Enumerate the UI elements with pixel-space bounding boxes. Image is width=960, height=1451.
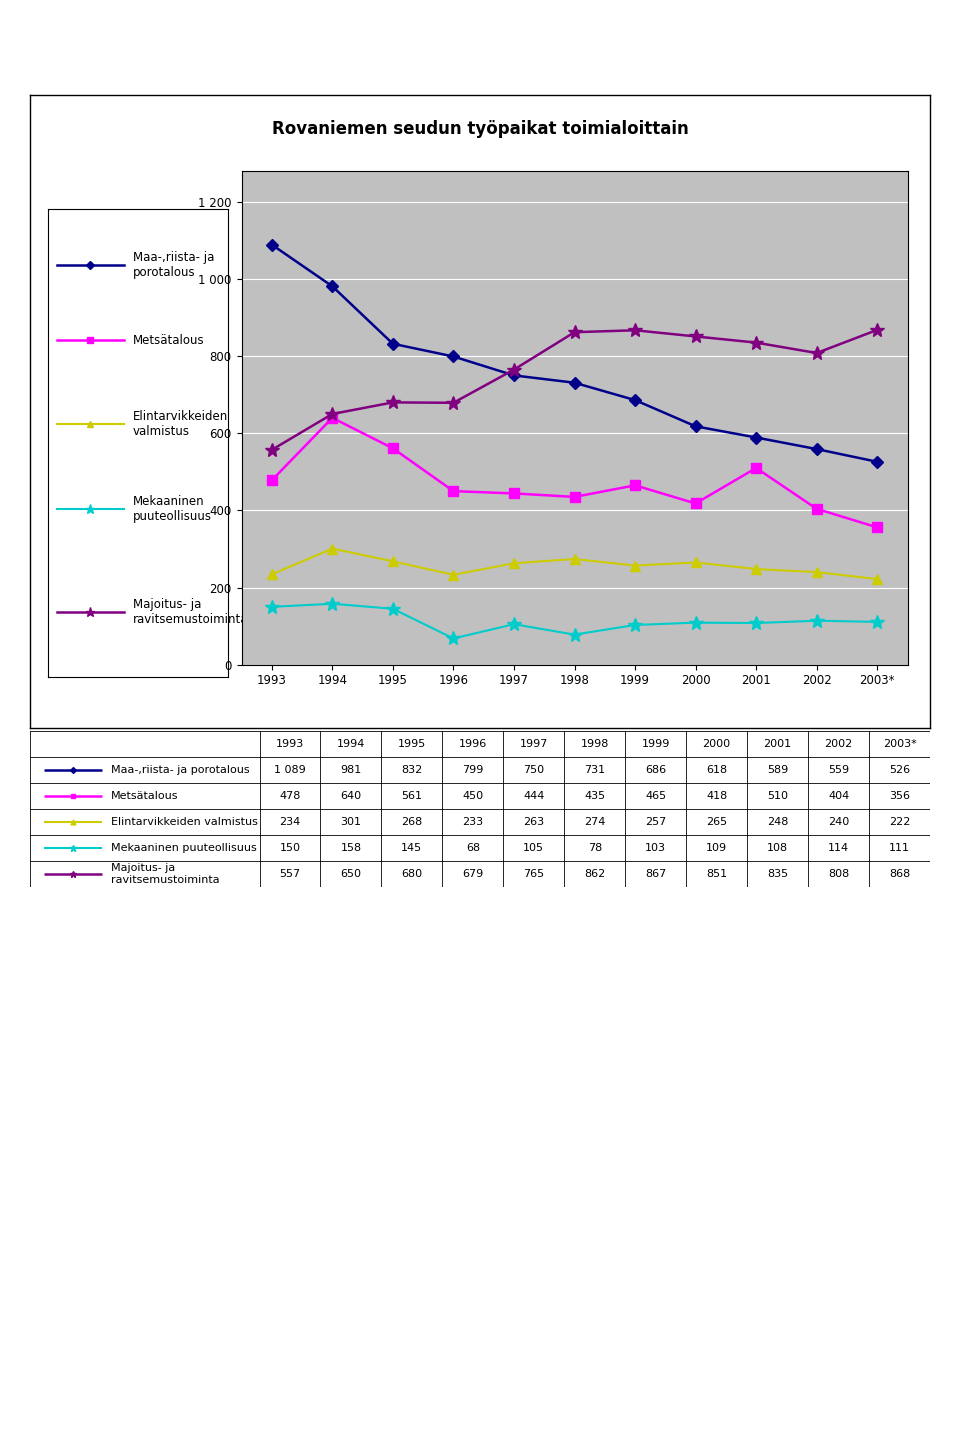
Text: 444: 444 (523, 791, 544, 801)
Text: 981: 981 (340, 765, 362, 775)
Text: 265: 265 (707, 817, 728, 827)
Text: 868: 868 (889, 869, 910, 879)
Text: 150: 150 (279, 843, 300, 853)
Text: 1 089: 1 089 (275, 765, 306, 775)
Text: 257: 257 (645, 817, 666, 827)
Text: Majoitus- ja
ravitsemustoiminta: Majoitus- ja ravitsemustoiminta (132, 598, 248, 625)
Text: 1998: 1998 (581, 739, 609, 749)
Text: Metsätalous: Metsätalous (111, 791, 179, 801)
Text: Elintarvikkeiden
valmistus: Elintarvikkeiden valmistus (132, 411, 228, 438)
Text: Rovaniemen seudun työpaikat toimialoittain: Rovaniemen seudun työpaikat toimialoitta… (272, 120, 688, 138)
Text: 248: 248 (767, 817, 788, 827)
Text: 418: 418 (706, 791, 728, 801)
Text: 1993: 1993 (276, 739, 304, 749)
Text: 835: 835 (767, 869, 788, 879)
Text: 808: 808 (828, 869, 850, 879)
Text: 526: 526 (889, 765, 910, 775)
Text: Mekaaninen
puuteollisuus: Mekaaninen puuteollisuus (132, 495, 211, 522)
Text: 851: 851 (707, 869, 728, 879)
Text: 559: 559 (828, 765, 850, 775)
Text: 561: 561 (401, 791, 422, 801)
Text: 750: 750 (523, 765, 544, 775)
Text: 1995: 1995 (397, 739, 426, 749)
Text: 105: 105 (523, 843, 544, 853)
Text: 234: 234 (279, 817, 300, 827)
Text: 799: 799 (462, 765, 484, 775)
Text: Elintarvikkeiden valmistus: Elintarvikkeiden valmistus (111, 817, 258, 827)
Text: Majoitus- ja
ravitsemustoiminta: Majoitus- ja ravitsemustoiminta (111, 863, 220, 885)
Text: 832: 832 (401, 765, 422, 775)
Text: 686: 686 (645, 765, 666, 775)
Text: 109: 109 (707, 843, 728, 853)
Text: 2000: 2000 (703, 739, 731, 749)
Text: 78: 78 (588, 843, 602, 853)
Text: Maa-,riista- ja porotalous: Maa-,riista- ja porotalous (111, 765, 250, 775)
Text: Mekaaninen puuteollisuus: Mekaaninen puuteollisuus (111, 843, 256, 853)
Text: 356: 356 (889, 791, 910, 801)
Text: Maa-,riista- ja
porotalous: Maa-,riista- ja porotalous (132, 251, 214, 279)
Text: 731: 731 (585, 765, 606, 775)
Text: 103: 103 (645, 843, 666, 853)
Text: 867: 867 (645, 869, 666, 879)
Text: 2002: 2002 (825, 739, 852, 749)
Text: 145: 145 (401, 843, 422, 853)
Text: 680: 680 (401, 869, 422, 879)
Text: 1996: 1996 (459, 739, 487, 749)
Text: 2003*: 2003* (882, 739, 917, 749)
Text: 68: 68 (466, 843, 480, 853)
Text: 2001: 2001 (763, 739, 792, 749)
Text: 589: 589 (767, 765, 788, 775)
Text: 650: 650 (341, 869, 361, 879)
Text: Metsätalous: Metsätalous (132, 334, 204, 347)
Text: 1999: 1999 (641, 739, 670, 749)
Text: 510: 510 (767, 791, 788, 801)
Text: 263: 263 (523, 817, 544, 827)
Text: 222: 222 (889, 817, 910, 827)
Text: 640: 640 (341, 791, 362, 801)
Text: 862: 862 (584, 869, 606, 879)
Text: 404: 404 (828, 791, 850, 801)
Text: 274: 274 (584, 817, 606, 827)
Text: 765: 765 (523, 869, 544, 879)
Text: 108: 108 (767, 843, 788, 853)
Text: 450: 450 (463, 791, 484, 801)
Text: 465: 465 (645, 791, 666, 801)
Text: 679: 679 (462, 869, 484, 879)
Text: 158: 158 (341, 843, 362, 853)
Text: 268: 268 (401, 817, 422, 827)
Text: 1997: 1997 (519, 739, 548, 749)
Text: 111: 111 (889, 843, 910, 853)
Text: 114: 114 (828, 843, 850, 853)
Text: 233: 233 (463, 817, 484, 827)
Text: 1994: 1994 (337, 739, 365, 749)
Text: 301: 301 (341, 817, 361, 827)
Text: 618: 618 (707, 765, 728, 775)
Text: 478: 478 (279, 791, 300, 801)
Text: 240: 240 (828, 817, 850, 827)
Text: 435: 435 (585, 791, 606, 801)
Text: 557: 557 (279, 869, 300, 879)
